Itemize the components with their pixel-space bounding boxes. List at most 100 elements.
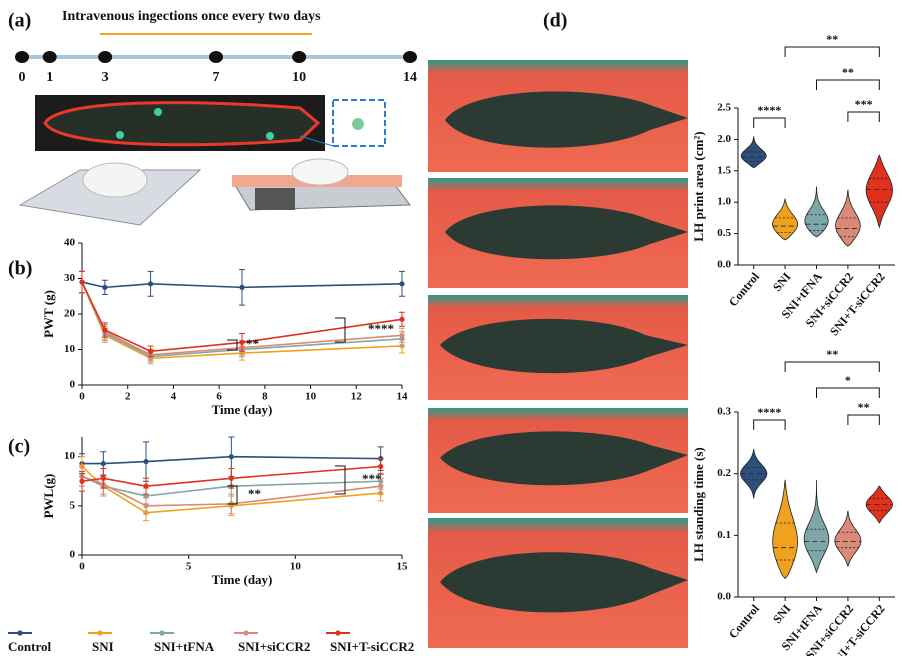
- x-tick-label: 8: [262, 391, 268, 403]
- y-axis-title: LH print area (cm²): [691, 131, 706, 241]
- data-point: [399, 333, 404, 338]
- legend-label: Control: [8, 639, 51, 654]
- timeline-day: 1: [46, 70, 53, 85]
- timeline-day: 3: [102, 70, 109, 85]
- legend-label: SNI+tFNA: [154, 639, 215, 654]
- significance-label: **: [826, 347, 838, 361]
- x-axis-title: Time (day): [212, 402, 273, 417]
- violin-body: [773, 480, 798, 579]
- data-point: [102, 285, 107, 290]
- data-point: [79, 279, 84, 284]
- y-tick-label: 2.0: [717, 133, 731, 145]
- legend-swatch-dot: [159, 630, 164, 635]
- panel-label: (a): [8, 10, 31, 32]
- legend-swatch-dot: [243, 630, 248, 635]
- significance-bracket: [785, 362, 879, 372]
- x-tick-label: SNI: [770, 601, 794, 626]
- y-tick-label: 0.3: [717, 406, 731, 418]
- violin-body: [805, 187, 828, 237]
- data-point: [229, 476, 234, 481]
- data-point: [143, 459, 148, 464]
- significance-bracket: [785, 47, 879, 57]
- x-tick-label: 0: [79, 561, 85, 573]
- significance-bracket: [848, 112, 879, 122]
- y-tick-label: 30: [64, 272, 76, 284]
- panel-label: (c): [8, 436, 30, 458]
- significance-bracket: [227, 486, 237, 504]
- y-tick-label: 0.2: [717, 467, 731, 479]
- x-tick-label: Control: [726, 601, 763, 641]
- significance-bracket: [335, 318, 345, 342]
- timeline-dot: [98, 51, 112, 63]
- significance-label: ****: [757, 103, 781, 117]
- x-tick-label: 4: [171, 391, 177, 403]
- timeline-dot: [403, 51, 417, 63]
- timeline-dot: [15, 51, 29, 63]
- y-axis-title: LH standing time (s): [691, 447, 706, 561]
- significance-bracket: [817, 388, 880, 398]
- x-tick-label: 10: [305, 391, 317, 403]
- panel-label: (d): [543, 10, 567, 32]
- significance-bracket: [754, 420, 785, 430]
- y-tick-label: 10: [64, 343, 76, 355]
- y-tick-label: 2.5: [717, 102, 731, 114]
- timeline-dot: [292, 51, 306, 63]
- data-point: [229, 454, 234, 459]
- significance-label: **: [826, 32, 838, 46]
- panel-label: (b): [8, 258, 32, 280]
- x-tick-label: Control: [726, 269, 763, 309]
- x-tick-label: 2: [125, 391, 131, 403]
- y-tick-label: 0: [70, 379, 76, 391]
- significance-label: **: [246, 336, 259, 351]
- significance-label: ***: [362, 471, 382, 486]
- x-tick-label: SNI: [770, 269, 794, 294]
- violin-body: [835, 511, 861, 567]
- violin-body: [773, 199, 798, 240]
- significance-label: ***: [855, 97, 873, 111]
- significance-label: ****: [757, 405, 781, 419]
- data-point: [399, 317, 404, 322]
- y-axis-title: PWL(g): [41, 474, 56, 519]
- timeline-title: Intravenous ingections once every two da…: [62, 9, 321, 24]
- data-point: [239, 285, 244, 290]
- data-point: [148, 281, 153, 286]
- data-point: [148, 349, 153, 354]
- x-axis-title: Time (day): [212, 572, 273, 587]
- data-point: [143, 484, 148, 489]
- x-tick-label: 14: [397, 391, 409, 403]
- x-tick-label: 6: [216, 391, 222, 403]
- y-tick-label: 40: [64, 237, 76, 249]
- violin-body: [804, 480, 829, 572]
- y-tick-label: 0.5: [717, 227, 731, 239]
- y-tick-label: 0: [70, 549, 76, 561]
- y-tick-label: 1.0: [717, 196, 731, 208]
- legend-swatch-dot: [97, 630, 102, 635]
- timeline-dot: [209, 51, 223, 63]
- legend-label: SNI+siCCR2: [238, 639, 310, 654]
- data-point: [79, 479, 84, 484]
- legend-label: SNI+T-siCCR2: [330, 639, 414, 654]
- x-tick-label: 15: [397, 561, 409, 573]
- legend-swatch-dot: [17, 630, 22, 635]
- significance-label: ****: [368, 321, 394, 336]
- data-point: [143, 503, 148, 508]
- significance-bracket: [848, 415, 879, 425]
- y-tick-label: 20: [64, 308, 76, 320]
- timeline-day: 14: [403, 70, 417, 85]
- significance-bracket: [754, 118, 785, 128]
- data-point: [101, 476, 106, 481]
- mouse-scan: [35, 95, 385, 151]
- data-point: [102, 327, 107, 332]
- x-tick-label: 10: [290, 561, 302, 573]
- data-point: [399, 281, 404, 286]
- significance-label: **: [858, 400, 870, 414]
- y-axis-title: PWT (g): [41, 290, 56, 338]
- x-tick-label: 0: [79, 391, 85, 403]
- significance-label: *: [845, 373, 851, 387]
- violin-body: [866, 155, 892, 227]
- y-tick-label: 1.5: [717, 164, 731, 176]
- y-tick-label: 0.1: [717, 529, 731, 541]
- figure: (a) Intravenous ingections once every tw…: [0, 0, 902, 656]
- timeline-day: 7: [213, 70, 220, 85]
- timeline-day: 0: [19, 70, 26, 85]
